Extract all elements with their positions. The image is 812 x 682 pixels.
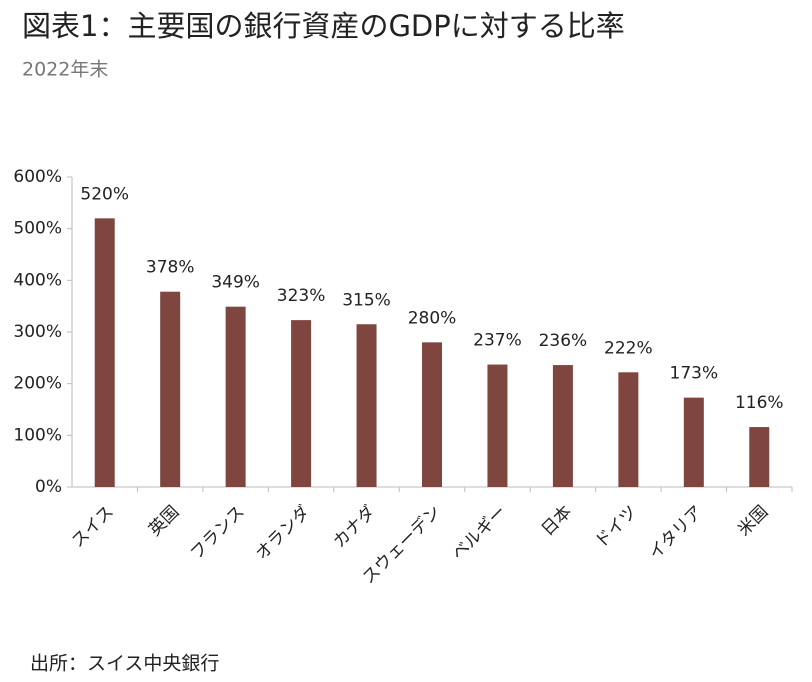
bar	[225, 306, 246, 487]
bar	[422, 342, 442, 487]
bar	[552, 365, 573, 487]
source-note: 出所：スイス中央銀行	[30, 653, 219, 675]
x-tick-label: ドイツ	[591, 502, 641, 552]
y-tick-label: 400%	[13, 270, 62, 290]
x-tick-label: カナダ	[329, 502, 379, 552]
y-tick-label: 500%	[13, 219, 62, 239]
bar	[749, 427, 770, 487]
bar	[618, 372, 639, 487]
bar	[356, 324, 377, 487]
data-label: 222%	[604, 338, 653, 358]
data-label: 349%	[211, 273, 260, 293]
bar	[94, 218, 115, 488]
y-tick-label: 0%	[35, 477, 62, 497]
x-tick-label: オランダ	[252, 502, 314, 564]
data-label: 173%	[670, 364, 719, 384]
y-tick-label: 600%	[13, 167, 62, 187]
y-tick-label: 300%	[13, 322, 62, 342]
y-tick-label: 100%	[13, 425, 62, 445]
data-label: 323%	[277, 286, 326, 306]
x-tick-label: 日本	[538, 502, 576, 540]
x-tick-label: フランス	[187, 502, 249, 564]
bar	[160, 291, 181, 487]
data-label: 237%	[473, 331, 522, 351]
x-tick-label: 英国	[145, 502, 183, 540]
data-label: 378%	[146, 258, 195, 278]
x-tick-label: スイス	[68, 502, 118, 552]
bar	[291, 320, 312, 487]
data-label: 116%	[735, 393, 784, 413]
y-tick-label: 200%	[13, 374, 62, 394]
data-label: 236%	[539, 331, 588, 351]
bar	[487, 364, 508, 487]
bar	[683, 397, 704, 487]
data-label: 315%	[342, 290, 391, 310]
data-label: 520%	[80, 184, 129, 204]
chart-subtitle: 2022年末	[22, 59, 108, 81]
chart-title: 図表1：主要国の銀行資産のGDPに対する比率	[22, 9, 625, 43]
x-tick-label: 米国	[734, 502, 772, 540]
data-label: 280%	[408, 308, 457, 328]
x-tick-label: イタリア	[645, 502, 707, 564]
x-tick-label: ベルギー	[448, 502, 510, 564]
